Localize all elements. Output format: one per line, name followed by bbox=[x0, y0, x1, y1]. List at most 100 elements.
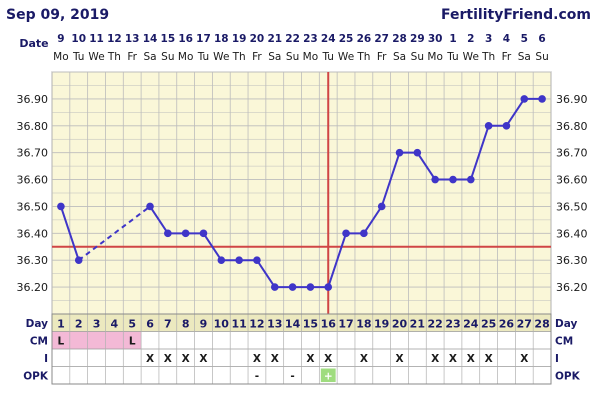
cm-highlight-cell bbox=[105, 331, 124, 349]
y-tick-label-left: 36.60 bbox=[17, 174, 49, 187]
y-tick-label-right: 36.50 bbox=[556, 200, 588, 213]
weekday-tick-label: Fr bbox=[127, 51, 137, 63]
temperature-line-segment bbox=[380, 152, 401, 207]
date-tick-label: 4 bbox=[503, 33, 510, 45]
date-tick-label: 24 bbox=[321, 33, 336, 45]
cycle-day-label: 19 bbox=[374, 317, 389, 330]
opk-row-label-right: OPK bbox=[555, 370, 581, 382]
weekday-tick-label: We bbox=[338, 51, 354, 63]
cm-row-label-right: CM bbox=[555, 335, 573, 347]
weekday-tick-label: Th bbox=[107, 51, 121, 63]
cycle-day-label: 2 bbox=[75, 317, 83, 330]
cycle-day-label: 4 bbox=[111, 317, 119, 330]
opk-result: - bbox=[290, 370, 294, 382]
weekday-tick-label: We bbox=[463, 51, 479, 63]
date-tick-label: 10 bbox=[71, 33, 86, 45]
date-tick-label: 1 bbox=[449, 33, 456, 45]
y-tick-label-left: 36.40 bbox=[17, 227, 49, 240]
cm-row-label-left: CM bbox=[30, 335, 48, 347]
cycle-day-label: 21 bbox=[410, 317, 425, 330]
weekday-tick-label: Tu bbox=[197, 51, 209, 63]
temperature-point bbox=[377, 202, 386, 211]
intercourse-mark: X bbox=[395, 353, 403, 365]
cycle-day-label: 28 bbox=[534, 317, 549, 330]
cycle-day-label: 5 bbox=[128, 317, 136, 330]
intercourse-mark: X bbox=[306, 353, 314, 365]
temperature-point bbox=[467, 175, 475, 184]
temperature-point bbox=[217, 256, 226, 265]
y-tick-label-left: 36.50 bbox=[17, 200, 49, 213]
cycle-day-label: 7 bbox=[164, 317, 172, 330]
opk-positive-cell bbox=[320, 368, 336, 382]
temperature-point bbox=[502, 121, 511, 130]
temperature-gap-segment bbox=[78, 205, 151, 262]
cycle-day-label: 6 bbox=[146, 317, 154, 330]
intercourse-row-label-left: I bbox=[44, 353, 48, 365]
y-tick-label-right: 36.80 bbox=[556, 120, 588, 133]
weekday-tick-label: Sa bbox=[143, 51, 156, 63]
date-tick-label: 27 bbox=[374, 33, 389, 45]
weekday-tick-label: Th bbox=[356, 51, 370, 63]
temperature-point bbox=[164, 229, 172, 238]
temperature-line-segment bbox=[469, 125, 490, 180]
cm-highlight-cell bbox=[69, 331, 88, 349]
temperature-point bbox=[342, 229, 350, 238]
opk-result: - bbox=[255, 370, 259, 382]
weekday-tick-label: Tu bbox=[72, 51, 84, 63]
y-tick-label-left: 36.80 bbox=[17, 120, 49, 133]
weekday-tick-label: Fr bbox=[502, 51, 512, 63]
intercourse-mark: X bbox=[431, 353, 439, 365]
date-tick-label: 12 bbox=[107, 33, 122, 45]
date-tick-label: 23 bbox=[303, 33, 318, 45]
cycle-day-label: 16 bbox=[321, 317, 337, 330]
cycle-day-label: 11 bbox=[231, 317, 246, 330]
cycle-day-label: 23 bbox=[445, 317, 460, 330]
chart-date-header: Sep 09, 2019 bbox=[6, 7, 110, 23]
y-tick-label-right: 36.20 bbox=[556, 281, 588, 294]
weekday-tick-label: Sa bbox=[393, 51, 406, 63]
weekday-tick-label: Su bbox=[535, 51, 548, 63]
weekday-tick-label: Fr bbox=[252, 51, 262, 63]
temperature-line-segment bbox=[416, 152, 436, 181]
temperature-point bbox=[484, 121, 493, 130]
temperature-line-segment bbox=[202, 232, 223, 261]
weekday-tick-label: Su bbox=[286, 51, 299, 63]
temperature-point bbox=[520, 95, 529, 103]
date-tick-label: 26 bbox=[357, 33, 372, 45]
date-tick-label: 6 bbox=[538, 33, 545, 45]
intercourse-mark: X bbox=[182, 353, 190, 365]
cycle-day-label: 8 bbox=[182, 317, 190, 330]
intercourse-mark: X bbox=[271, 353, 279, 365]
y-tick-label-left: 36.90 bbox=[17, 93, 49, 106]
temperature-point bbox=[253, 256, 261, 265]
y-tick-label-right: 36.70 bbox=[556, 147, 588, 160]
intercourse-mark: X bbox=[199, 353, 207, 365]
date-tick-label: 21 bbox=[267, 33, 282, 45]
temperature-line-segment bbox=[149, 205, 169, 234]
cycle-day-label: 13 bbox=[267, 317, 282, 330]
cycle-day-label: 22 bbox=[428, 317, 443, 330]
y-tick-label-right: 36.30 bbox=[556, 254, 588, 267]
cycle-day-label: 14 bbox=[285, 317, 301, 330]
weekday-tick-label: Su bbox=[161, 51, 174, 63]
cm-value: L bbox=[58, 335, 65, 347]
date-tick-label: 28 bbox=[392, 33, 407, 45]
y-tick-label-left: 36.20 bbox=[17, 281, 49, 294]
y-tick-label-right: 36.60 bbox=[556, 174, 588, 187]
date-tick-label: 13 bbox=[125, 33, 140, 45]
brand-logo-text[interactable]: FertilityFriend.com bbox=[441, 7, 591, 23]
temperature-point bbox=[288, 283, 297, 291]
weekday-tick-label: Sa bbox=[518, 51, 531, 63]
date-tick-label: 25 bbox=[339, 33, 354, 45]
date-tick-label: 9 bbox=[57, 33, 64, 45]
cycle-day-label: 3 bbox=[93, 317, 101, 330]
y-tick-label-left: 36.70 bbox=[17, 147, 49, 160]
opk-result: + bbox=[324, 370, 333, 382]
temperature-point bbox=[74, 256, 83, 265]
temperature-point bbox=[199, 229, 208, 238]
cm-value: L bbox=[129, 335, 136, 347]
temperature-point bbox=[395, 148, 404, 157]
weekday-tick-label: Tu bbox=[446, 51, 458, 63]
day-row-label-left: Day bbox=[26, 318, 48, 330]
temperature-point bbox=[235, 256, 243, 265]
